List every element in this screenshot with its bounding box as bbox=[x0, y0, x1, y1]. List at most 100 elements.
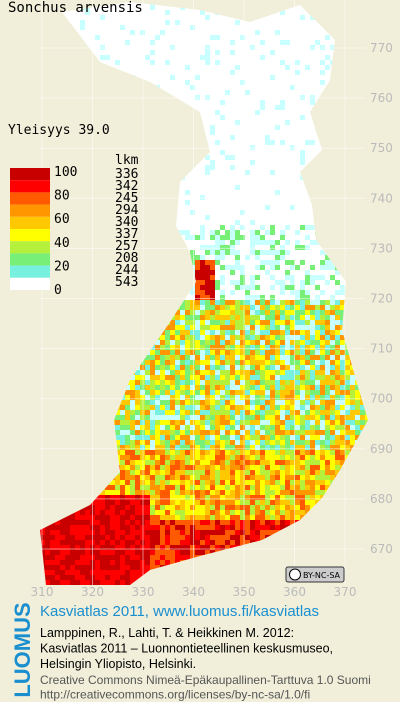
grid-cell bbox=[295, 135, 300, 140]
grid-cell bbox=[180, 180, 185, 185]
grid-cell bbox=[210, 180, 215, 185]
grid-cell bbox=[270, 190, 275, 195]
grid-cell bbox=[215, 350, 220, 355]
grid-cell bbox=[320, 35, 325, 40]
grid-cell bbox=[220, 195, 225, 200]
grid-cell bbox=[165, 75, 170, 80]
grid-cell bbox=[100, 15, 105, 20]
grid-cell bbox=[225, 25, 230, 30]
grid-cell bbox=[235, 165, 240, 170]
grid-cell bbox=[200, 50, 205, 55]
grid-cell bbox=[285, 65, 290, 70]
grid-cell bbox=[190, 335, 195, 340]
grid-cell bbox=[180, 355, 185, 360]
grid-cell bbox=[295, 140, 300, 145]
grid-cell bbox=[315, 260, 320, 265]
grid-cell bbox=[280, 95, 285, 100]
grid-cell bbox=[330, 285, 335, 290]
grid-cell bbox=[295, 10, 300, 15]
grid-cell bbox=[205, 65, 210, 70]
grid-cell bbox=[170, 10, 175, 15]
grid-cell bbox=[285, 120, 290, 125]
grid-cell bbox=[245, 85, 250, 90]
grid-cell bbox=[110, 5, 115, 10]
grid-cell bbox=[260, 315, 265, 320]
grid-cell bbox=[150, 345, 155, 350]
grid-cell bbox=[280, 165, 285, 170]
grid-cell bbox=[260, 260, 265, 265]
grid-cell bbox=[245, 95, 250, 100]
grid-cell bbox=[215, 290, 220, 295]
grid-cell bbox=[240, 325, 245, 330]
grid-cell bbox=[280, 190, 285, 195]
grid-cell bbox=[290, 115, 295, 120]
grid-cell bbox=[245, 235, 250, 240]
grid-cell bbox=[305, 195, 310, 200]
grid-cell bbox=[205, 270, 210, 275]
grid-cell bbox=[270, 240, 275, 245]
grid-cell bbox=[255, 30, 260, 35]
grid-cell bbox=[295, 250, 300, 255]
grid-cell bbox=[270, 340, 275, 345]
grid-cell bbox=[260, 160, 265, 165]
grid-cell bbox=[270, 55, 275, 60]
grid-cell bbox=[230, 355, 235, 360]
grid-cell bbox=[200, 320, 205, 325]
grid-cell bbox=[200, 350, 205, 355]
grid-cell bbox=[220, 325, 225, 330]
grid-cell bbox=[210, 300, 215, 305]
grid-cell bbox=[130, 5, 135, 10]
grid-cell bbox=[205, 225, 210, 230]
grid-cell bbox=[240, 165, 245, 170]
grid-cell bbox=[300, 290, 305, 295]
grid-cell bbox=[190, 235, 195, 240]
grid-cell bbox=[175, 325, 180, 330]
grid-cell bbox=[210, 175, 215, 180]
grid-cell bbox=[220, 370, 225, 375]
grid-cell bbox=[285, 135, 290, 140]
grid-cell bbox=[270, 150, 275, 155]
grid-cell bbox=[190, 240, 195, 245]
grid-cell bbox=[210, 145, 215, 150]
grid-cell bbox=[325, 50, 330, 55]
grid-cell bbox=[295, 95, 300, 100]
grid-cell bbox=[235, 195, 240, 200]
grid-cell bbox=[215, 165, 220, 170]
grid-cell bbox=[295, 220, 300, 225]
grid-cell bbox=[80, 30, 85, 35]
grid-cell bbox=[335, 360, 340, 365]
grid-cell bbox=[280, 360, 285, 365]
grid-cell bbox=[120, 5, 125, 10]
grid-cell bbox=[275, 35, 280, 40]
grid-cell bbox=[230, 335, 235, 340]
grid-cell bbox=[260, 75, 265, 80]
grid-cell bbox=[245, 190, 250, 195]
grid-cell bbox=[280, 120, 285, 125]
grid-cell bbox=[215, 125, 220, 130]
grid-cell bbox=[275, 90, 280, 95]
grid-cell bbox=[215, 275, 220, 280]
grid-cell bbox=[225, 215, 230, 220]
grid-cell bbox=[310, 30, 315, 35]
grid-cell bbox=[215, 80, 220, 85]
grid-cell bbox=[215, 200, 220, 205]
grid-cell bbox=[310, 245, 315, 250]
grid-cell bbox=[240, 280, 245, 285]
grid-cell bbox=[220, 60, 225, 65]
grid-cell bbox=[180, 330, 185, 335]
grid-cell bbox=[285, 275, 290, 280]
grid-cell bbox=[330, 265, 335, 270]
grid-cell bbox=[205, 330, 210, 335]
grid-cell bbox=[295, 145, 300, 150]
grid-cell bbox=[165, 335, 170, 340]
grid-cell bbox=[225, 95, 230, 100]
grid-cell bbox=[245, 245, 250, 250]
grid-cell bbox=[215, 20, 220, 25]
grid-cell bbox=[190, 300, 195, 305]
grid-cell bbox=[205, 155, 210, 160]
grid-cell bbox=[310, 130, 315, 135]
grid-cell bbox=[260, 300, 265, 305]
grid-cell bbox=[295, 245, 300, 250]
grid-cell bbox=[290, 175, 295, 180]
grid-cell bbox=[265, 90, 270, 95]
